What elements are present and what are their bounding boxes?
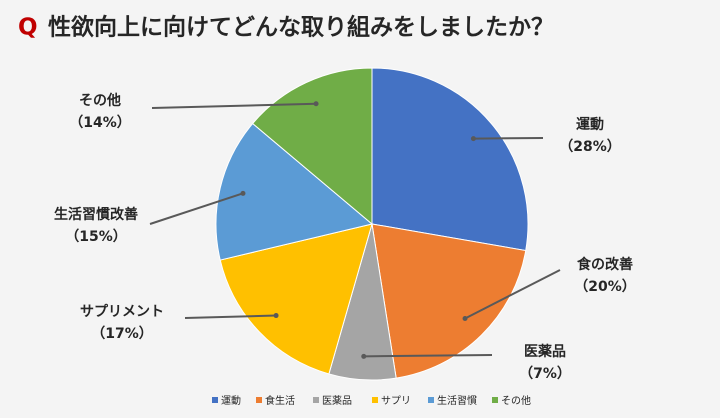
legend-swatch xyxy=(313,397,319,403)
pie-slice xyxy=(251,67,373,226)
pie-slice xyxy=(371,67,529,252)
pie-slice xyxy=(219,223,373,375)
leader-dot xyxy=(240,190,246,196)
leader-line xyxy=(464,269,561,320)
data-label-value: （17%） xyxy=(91,326,153,342)
legend-swatch xyxy=(372,397,378,403)
data-label-value: （7%） xyxy=(519,366,571,382)
pie-slice xyxy=(215,122,374,261)
leader-line xyxy=(363,354,493,358)
data-label-name: 運動 xyxy=(576,116,604,133)
legend-label: その他 xyxy=(501,394,531,407)
data-label-value: （20%） xyxy=(574,279,636,295)
legend-label: サプリ xyxy=(381,395,411,407)
legend-swatch xyxy=(492,397,498,403)
leader-line xyxy=(473,137,544,140)
pie-slice xyxy=(371,223,527,379)
leader-dot xyxy=(462,315,468,321)
legend-label: 食生活 xyxy=(265,394,295,407)
data-label-name: 医薬品 xyxy=(524,343,566,360)
legend-label: 医薬品 xyxy=(322,395,352,407)
data-label-name: その他 xyxy=(79,92,121,109)
leader-dot xyxy=(361,353,367,359)
leader-dot xyxy=(313,101,319,107)
leader-line xyxy=(184,314,277,319)
chart-title: 性欲向上に向けてどんな取り組みをしましたか？ xyxy=(48,14,554,41)
legend-label: 生活習慣 xyxy=(437,394,477,407)
leader-dot xyxy=(273,313,279,319)
title-prefix: Q xyxy=(18,15,38,41)
data-label-value: （28%） xyxy=(559,139,621,155)
legend-swatch xyxy=(428,397,434,403)
leader-dot xyxy=(470,136,476,142)
legend-label: 運動 xyxy=(221,394,241,407)
leader-line xyxy=(149,192,244,225)
legend-swatch xyxy=(256,397,262,403)
data-label-name: 食の改善 xyxy=(577,256,633,273)
legend-swatch xyxy=(212,397,218,403)
data-label-value: （14%） xyxy=(69,115,131,131)
leader-line xyxy=(151,102,317,109)
data-label-name: 生活習慣改善 xyxy=(54,206,138,223)
data-label-value: （15%） xyxy=(65,229,127,245)
data-label-name: サプリメント xyxy=(80,304,164,320)
